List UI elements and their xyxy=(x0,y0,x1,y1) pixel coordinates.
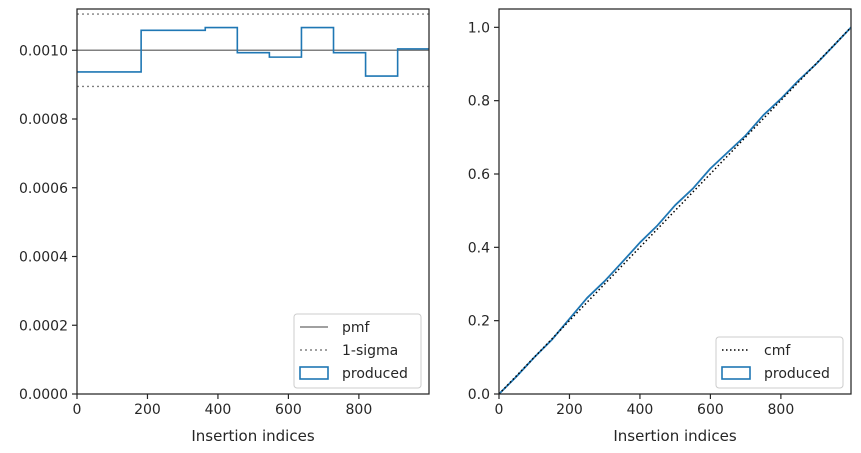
legend-label: cmf xyxy=(764,343,791,359)
y-tick-label: 0.0 xyxy=(468,387,490,403)
x-tick-label: 600 xyxy=(697,402,724,418)
x-tick-label: 200 xyxy=(134,402,161,418)
x-axis-label: Insertion indices xyxy=(191,427,314,445)
chart-cmf: 0 200 400 600 800 0.0 0.2 0.4 0.6 0.8 1.0 Insertion… xyxy=(468,8,852,445)
legend-label: produced xyxy=(342,366,408,382)
legend: cmf produced xyxy=(715,336,844,389)
cmf-line xyxy=(498,26,852,395)
x-tick-label: 400 xyxy=(627,402,654,418)
y-tick-label: 0.8 xyxy=(468,94,490,110)
legend-produced-swatch xyxy=(299,366,329,380)
x-tick-label: 600 xyxy=(275,402,302,418)
plot-frame xyxy=(498,8,852,395)
y-tick-label: 0.0002 xyxy=(19,318,68,334)
y-tick-label: 0.6 xyxy=(468,167,490,183)
legend-box xyxy=(715,336,844,389)
x-axis-label: Insertion indices xyxy=(613,427,736,445)
legend-label: produced xyxy=(764,366,830,382)
plot-frame xyxy=(76,8,430,395)
x-tick-label: 400 xyxy=(205,402,232,418)
produced-step-series xyxy=(77,26,429,77)
x-tick-label: 0 xyxy=(73,402,82,418)
y-tick-label: 0.0004 xyxy=(19,250,68,266)
legend-produced-swatch xyxy=(721,366,751,380)
chart-pmf-histogram: 0 200 400 600 800 0.0000 0.0002 0.0004 0.0006 0.0… xyxy=(19,8,430,445)
y-tick-label: 0.2 xyxy=(468,314,490,330)
legend-label: 1-sigma xyxy=(342,343,398,359)
legend: pmf 1-sigma produced xyxy=(293,313,422,389)
y-tick-label: 0.0006 xyxy=(19,181,68,197)
y-tick-label: 0.0008 xyxy=(19,112,68,128)
x-tick-label: 0 xyxy=(495,402,504,418)
x-tick-label: 200 xyxy=(556,402,583,418)
y-tick-label: 0.0000 xyxy=(19,387,68,403)
x-tick-label: 800 xyxy=(768,402,795,418)
x-tick-label: 800 xyxy=(346,402,373,418)
legend-box xyxy=(293,313,422,389)
legend-label: pmf xyxy=(342,320,371,336)
y-tick-label: 1.0 xyxy=(468,20,490,36)
y-tick-label: 0.0010 xyxy=(19,43,68,59)
y-tick-label: 0.4 xyxy=(468,240,490,256)
